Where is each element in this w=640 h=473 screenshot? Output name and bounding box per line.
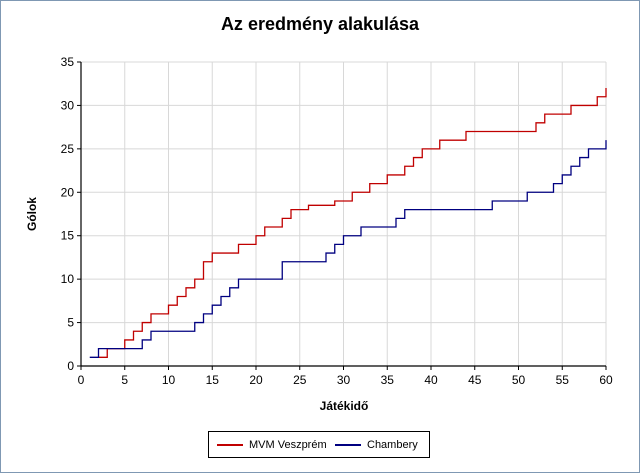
series-line-2 xyxy=(89,140,607,358)
x-tick-label: 40 xyxy=(424,373,438,387)
grid xyxy=(81,61,607,366)
legend-label-series-1: MVM Veszprém xyxy=(249,439,327,451)
y-tick-label: 35 xyxy=(61,55,75,69)
axes: 0 5 10 15 20 25 30 35 40 45 50 55 60 0 5 10 15 20 25 30 35 xyxy=(61,55,613,387)
series-2 xyxy=(89,140,607,358)
x-tick-label: 55 xyxy=(556,373,570,387)
x-tick-label: 20 xyxy=(249,373,263,387)
y-tick-label: 10 xyxy=(61,272,75,286)
legend-item-series-1: MVM Veszprém xyxy=(217,439,327,451)
legend-label-series-2: Chambery xyxy=(367,439,418,451)
x-tick-label: 15 xyxy=(206,373,220,387)
chart-title: Az eredmény alakulása xyxy=(220,14,420,34)
x-tick-label: 5 xyxy=(121,373,128,387)
y-tick-label: 15 xyxy=(61,229,75,243)
y-tick-label: 20 xyxy=(61,185,75,199)
legend-item-series-2: Chambery xyxy=(335,439,418,451)
x-tick-label: 0 xyxy=(78,373,85,387)
x-tick-label: 45 xyxy=(468,373,482,387)
x-tick-label: 60 xyxy=(599,373,613,387)
legend-swatch-series-2 xyxy=(335,444,361,446)
y-tick-label: 25 xyxy=(61,142,75,156)
x-tick-label: 10 xyxy=(162,373,176,387)
x-axis-label: Játékidő xyxy=(320,399,369,413)
x-tick-label: 30 xyxy=(337,373,351,387)
y-tick-label: 0 xyxy=(67,359,74,373)
legend-swatch-series-1 xyxy=(217,444,243,446)
series-1 xyxy=(98,88,607,358)
x-tick-label: 35 xyxy=(381,373,395,387)
series-line-1 xyxy=(98,88,607,358)
y-axis-label: Gólok xyxy=(25,197,39,231)
x-tick-label: 25 xyxy=(293,373,307,387)
series-lines xyxy=(89,88,607,358)
legend: MVM Veszprém Chambery xyxy=(208,431,430,458)
x-tick-label: 50 xyxy=(512,373,526,387)
y-tick-label: 5 xyxy=(67,316,74,330)
y-tick-label: 30 xyxy=(61,98,75,112)
